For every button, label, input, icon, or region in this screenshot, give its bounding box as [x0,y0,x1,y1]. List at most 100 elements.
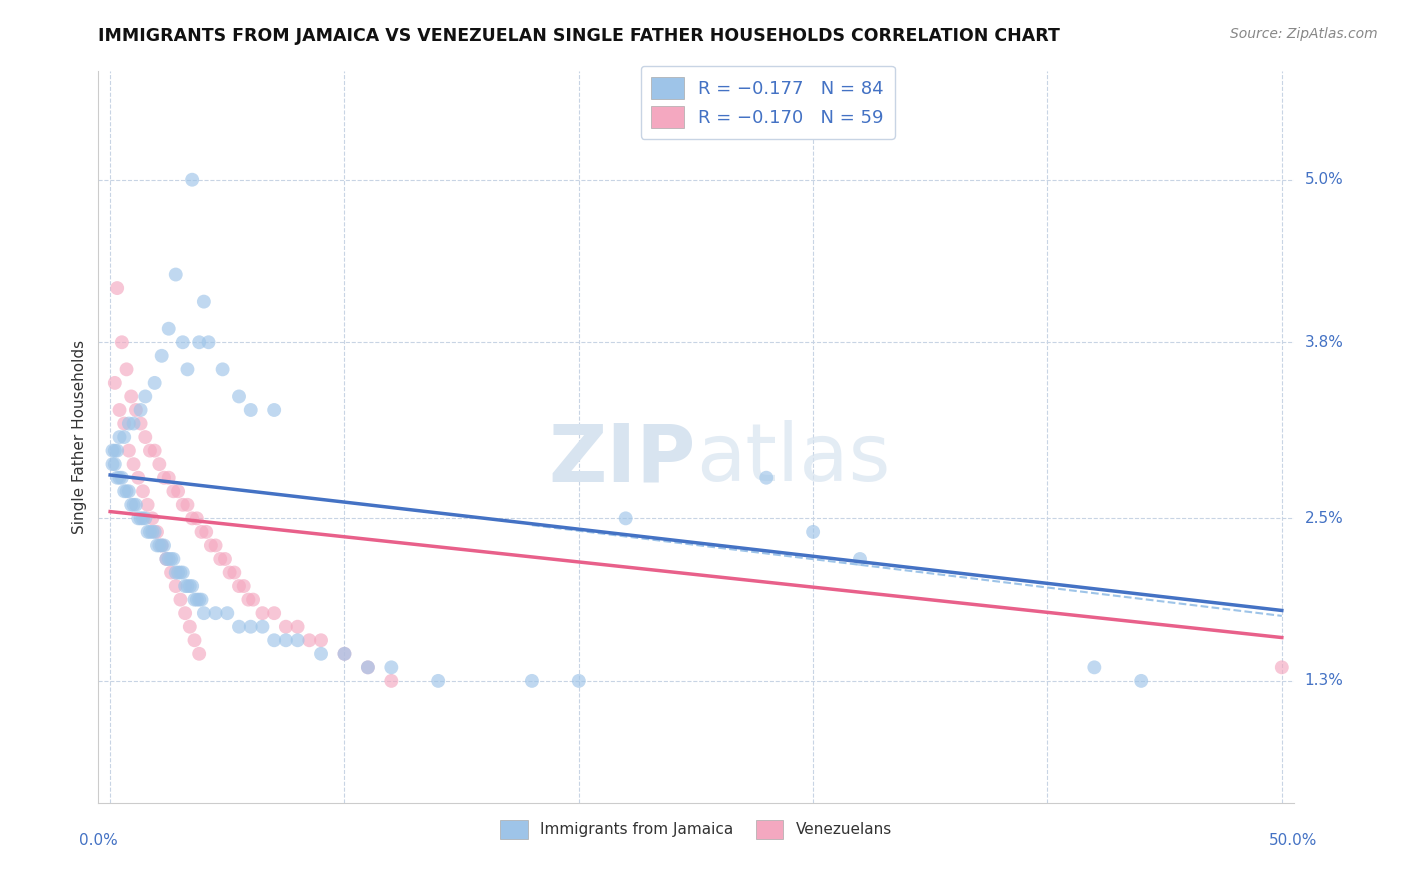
Point [1271,660,1294,674]
Point [108,430,131,444]
Text: 3.8%: 3.8% [1305,334,1344,350]
Point [228,620,250,634]
Point [801,524,824,539]
Point [122,417,145,431]
Point [146,524,169,539]
Point [224,566,246,580]
Point [132,511,155,525]
Point [143,524,166,539]
Text: 5.0%: 5.0% [1305,172,1343,187]
Point [165,268,187,282]
Point [214,552,236,566]
Point [755,471,778,485]
Point [197,335,219,350]
Point [333,647,356,661]
Point [118,443,141,458]
Point [176,362,198,376]
Point [298,633,321,648]
Point [101,457,124,471]
Point [193,606,215,620]
Point [125,403,148,417]
Point [162,484,184,499]
Point [188,335,211,350]
Point [190,524,212,539]
Point [174,579,197,593]
Point [136,498,159,512]
Point [228,389,250,403]
Point [172,498,194,512]
Point [176,498,198,512]
Point [155,552,177,566]
Point [188,647,211,661]
Point [157,322,180,336]
Point [520,673,543,688]
Point [1083,660,1105,674]
Point [263,633,285,648]
Point [129,417,152,431]
Point [232,579,254,593]
Point [218,566,240,580]
Point [160,552,183,566]
Point [120,389,142,403]
Point [252,620,274,634]
Point [188,592,211,607]
Point [380,673,402,688]
Point [155,552,177,566]
Point [217,606,239,620]
Point [157,471,180,485]
Point [169,566,191,580]
Text: 50.0%: 50.0% [1270,833,1317,848]
Point [162,552,184,566]
Point [228,579,250,593]
Point [160,566,183,580]
Point [287,633,309,648]
Point [127,471,149,485]
Point [165,579,187,593]
Text: 1.3%: 1.3% [1305,673,1344,689]
Point [181,511,204,525]
Point [146,538,169,552]
Point [134,389,156,403]
Point [204,538,226,552]
Point [333,647,356,661]
Point [134,430,156,444]
Point [380,660,402,674]
Point [287,620,309,634]
Text: ZIP: ZIP [548,420,696,498]
Point [132,484,155,499]
Point [129,403,152,417]
Point [125,498,148,512]
Point [148,538,170,552]
Point [172,566,194,580]
Point [115,484,138,499]
Point [150,538,173,552]
Point [242,592,264,607]
Point [150,349,173,363]
Point [122,457,145,471]
Point [186,511,208,525]
Point [112,430,135,444]
Point [167,566,190,580]
Point [104,376,127,390]
Text: atlas: atlas [696,420,890,498]
Point [181,172,204,186]
Point [209,552,232,566]
Point [174,606,197,620]
Point [169,592,191,607]
Point [115,362,138,376]
Point [179,579,201,593]
Point [122,498,145,512]
Point [112,417,135,431]
Point [309,633,332,648]
Point [134,511,156,525]
Text: 0.0%: 0.0% [79,833,118,848]
Point [108,471,131,485]
Point [139,524,162,539]
Point [127,511,149,525]
Point [190,592,212,607]
Point [1130,673,1153,688]
Point [120,498,142,512]
Point [165,566,187,580]
Point [204,606,226,620]
Point [118,484,141,499]
